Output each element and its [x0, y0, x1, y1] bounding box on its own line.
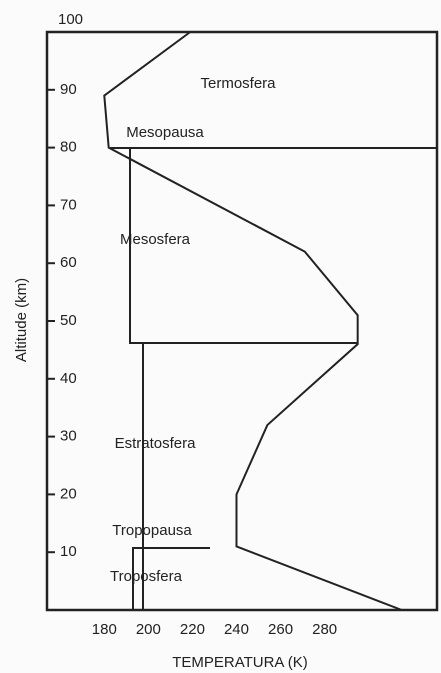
y-tick-label: 60	[60, 254, 77, 271]
layer-label: Estratosfera	[115, 435, 197, 452]
layer-label: Troposfera	[110, 568, 183, 585]
y-tick-label: 30	[60, 428, 77, 445]
y-axis-label: Altitude (km)	[13, 278, 30, 362]
layer-outlines	[110, 147, 437, 610]
layer-label: Tropopausa	[112, 522, 192, 539]
y-tick-label: 50	[60, 312, 77, 329]
x-tick-label: 220	[180, 621, 205, 638]
y-tick-label: 80	[60, 139, 77, 156]
x-tick-label: 200	[136, 621, 161, 638]
temperature-line	[103, 31, 403, 611]
tropopause-outline	[132, 547, 210, 610]
layer-label: Mesopausa	[126, 124, 204, 141]
y-tick-label: 20	[60, 485, 77, 502]
y-tick-label: 70	[60, 196, 77, 213]
mesosphere-outline	[129, 148, 357, 344]
x-tick-label: 260	[268, 621, 293, 638]
y-tick-label: 40	[60, 370, 77, 387]
y-tick-label: 10	[60, 543, 77, 560]
layer-label: Mesosfera	[120, 231, 191, 248]
y-tick-label: 100	[58, 11, 83, 28]
layer-label: Termosfera	[200, 75, 276, 92]
x-tick-label: 180	[92, 621, 117, 638]
x-tick-label: 280	[312, 621, 337, 638]
x-axis-label: TEMPERATURA (K)	[172, 654, 308, 671]
y-tick-label: 90	[60, 81, 77, 98]
x-tick-label: 240	[224, 621, 249, 638]
